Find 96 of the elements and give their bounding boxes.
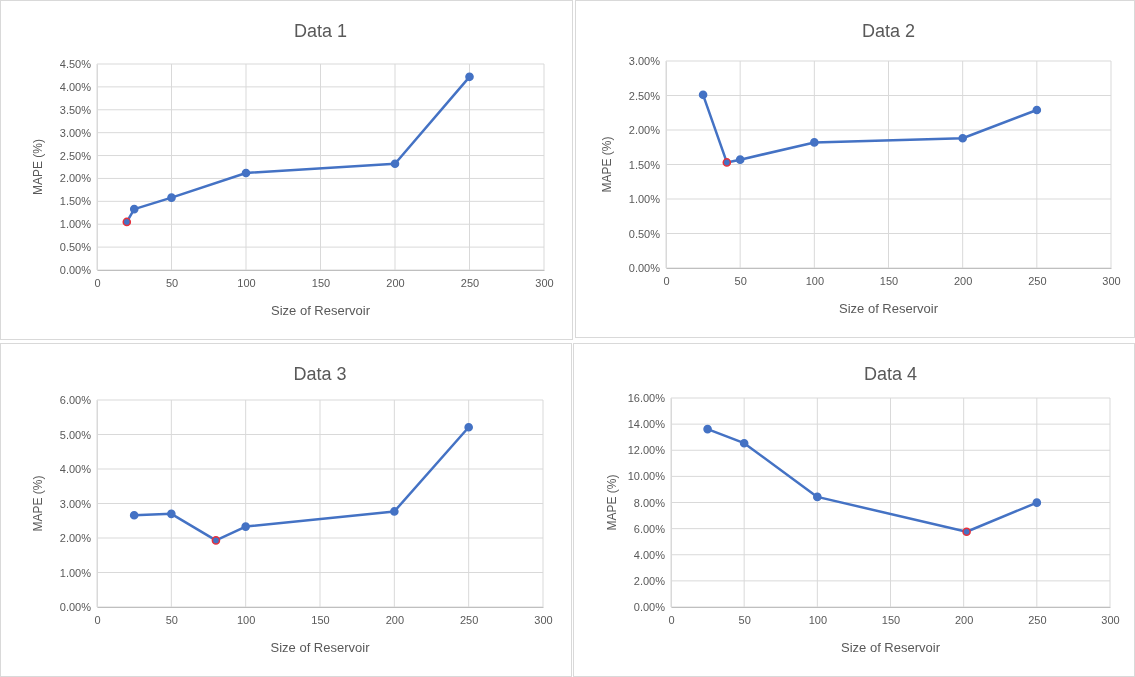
x-tick-label: 200 xyxy=(953,274,973,287)
x-tick-label: 0 xyxy=(94,613,101,626)
x-tick-label: 100 xyxy=(237,276,256,289)
x-tick-label: 50 xyxy=(734,274,747,287)
point xyxy=(464,422,473,432)
y-tick-label: 0.50% xyxy=(59,241,92,254)
y-tick-label: 0.00% xyxy=(59,601,92,614)
y-tick-label: 3.00% xyxy=(59,126,92,139)
y-tick-label: 0.50% xyxy=(628,227,661,240)
point xyxy=(958,133,967,143)
y-tick-label: 14.00% xyxy=(627,418,666,431)
y-tick-label: 10.00% xyxy=(627,470,666,483)
point xyxy=(390,159,400,169)
x-axis-title: Size of Reservoir xyxy=(839,301,939,316)
chart-title: Data 4 xyxy=(863,364,918,384)
x-tick-label: 250 xyxy=(1028,613,1047,626)
x-tick-label: 150 xyxy=(311,276,331,289)
y-tick-label: 1.00% xyxy=(59,218,92,231)
x-tick-label: 50 xyxy=(165,276,179,289)
y-tick-label: 4.50% xyxy=(59,58,92,71)
y-tick-label: 4.00% xyxy=(59,80,92,93)
x-tick-label: 300 xyxy=(534,613,553,626)
point xyxy=(167,193,176,202)
x-tick-label: 100 xyxy=(236,613,256,626)
y-tick-label: 1.50% xyxy=(628,158,661,171)
x-tick-label: 200 xyxy=(954,613,974,626)
point xyxy=(129,510,139,520)
point xyxy=(810,138,819,147)
point xyxy=(241,168,251,178)
y-axis-title: MAPE (%) xyxy=(600,136,614,193)
point xyxy=(465,72,474,82)
x-axis-title: Size of Reservoir xyxy=(271,303,371,318)
x-tick-label: 250 xyxy=(459,613,479,626)
y-tick-label: 0.00% xyxy=(628,262,661,275)
point xyxy=(241,522,250,531)
point xyxy=(735,155,745,164)
point xyxy=(211,536,221,545)
y-tick-label: 1.50% xyxy=(59,195,92,208)
x-tick-label: 0 xyxy=(663,274,670,287)
point xyxy=(703,424,712,434)
point xyxy=(390,507,399,516)
x-tick-label: 150 xyxy=(879,274,899,287)
y-tick-label: 0.00% xyxy=(59,264,92,277)
y-tick-label: 2.50% xyxy=(59,149,92,162)
x-axis-title: Size of Reservoir xyxy=(841,640,941,655)
x-tick-label: 300 xyxy=(535,276,554,289)
y-tick-label: 6.00% xyxy=(59,394,92,407)
point xyxy=(698,90,708,100)
y-tick-label: 2.50% xyxy=(628,89,661,102)
y-axis-title: MAPE (%) xyxy=(31,475,45,532)
y-tick-label: 2.00% xyxy=(59,172,92,185)
x-tick-label: 100 xyxy=(808,613,828,626)
x-tick-label: 300 xyxy=(1102,274,1121,287)
y-tick-label: 12.00% xyxy=(627,444,666,457)
x-tick-label: 100 xyxy=(805,274,825,287)
y-tick-label: 1.00% xyxy=(628,193,661,206)
x-tick-label: 150 xyxy=(311,613,330,626)
point xyxy=(167,509,176,519)
chart-title: Data 3 xyxy=(293,364,347,384)
y-tick-label: 8.00% xyxy=(633,496,666,509)
x-tick-label: 250 xyxy=(1028,274,1047,287)
point xyxy=(1032,105,1042,115)
x-tick-label: 200 xyxy=(386,276,405,289)
x-tick-label: 200 xyxy=(385,613,405,626)
y-tick-label: 4.00% xyxy=(633,548,666,561)
y-tick-label: 3.00% xyxy=(628,55,661,68)
point xyxy=(122,217,132,227)
point xyxy=(813,492,822,502)
point xyxy=(739,438,749,448)
y-tick-label: 2.00% xyxy=(633,574,666,587)
y-tick-label: 2.00% xyxy=(628,124,661,137)
y-tick-label: 0.00% xyxy=(633,601,666,614)
point xyxy=(722,158,732,167)
x-tick-label: 50 xyxy=(738,613,751,626)
y-tick-label: 3.00% xyxy=(59,497,92,510)
x-axis-title: Size of Reservoir xyxy=(270,640,371,655)
y-tick-label: 16.00% xyxy=(627,392,666,405)
y-tick-label: 3.50% xyxy=(59,103,92,116)
x-tick-label: 50 xyxy=(165,613,178,626)
x-tick-label: 0 xyxy=(94,276,101,289)
y-axis-title: MAPE (%) xyxy=(605,474,619,531)
y-tick-label: 2.00% xyxy=(59,532,92,545)
chart-title: Data 1 xyxy=(293,21,348,41)
y-tick-label: 6.00% xyxy=(633,522,666,535)
chart-title: Data 2 xyxy=(861,21,916,41)
point xyxy=(962,527,971,537)
x-tick-label: 300 xyxy=(1101,613,1120,626)
point xyxy=(1032,498,1042,507)
y-axis-title: MAPE (%) xyxy=(31,138,45,196)
x-tick-label: 0 xyxy=(668,613,675,626)
x-tick-label: 250 xyxy=(460,276,480,289)
y-tick-label: 1.00% xyxy=(59,566,92,579)
x-tick-label: 150 xyxy=(881,613,901,626)
point xyxy=(129,204,139,214)
y-tick-label: 5.00% xyxy=(59,428,92,441)
y-tick-label: 4.00% xyxy=(59,463,92,476)
